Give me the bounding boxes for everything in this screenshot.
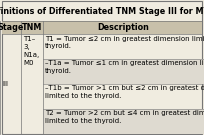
Text: III: III: [2, 81, 8, 87]
Text: –T1a = Tumor ≤1 cm in greatest dimension limited to th
thyroid.: –T1a = Tumor ≤1 cm in greatest dimension…: [45, 60, 204, 74]
Text: TNM: TNM: [22, 23, 42, 32]
Bar: [43, 109, 204, 134]
Text: T1–
3,
N1a,
M0: T1– 3, N1a, M0: [23, 36, 39, 66]
Text: T1 = Tumor ≤2 cm in greatest dimension limited to the
thyroid.: T1 = Tumor ≤2 cm in greatest dimension l…: [45, 36, 204, 49]
Bar: [2, 21, 202, 34]
Text: –T1b = Tumor >1 cm but ≤2 cm in greatest dimension
limited to the thyroid.: –T1b = Tumor >1 cm but ≤2 cm in greatest…: [45, 85, 204, 99]
Text: Stage: Stage: [0, 23, 24, 32]
Text: Definitions of Differentiated TNM Stage III for MTCᵃ: Definitions of Differentiated TNM Stage …: [0, 7, 204, 16]
Bar: [43, 59, 204, 84]
Text: Description: Description: [98, 23, 149, 32]
Text: T2 = Tumor >2 cm but ≤4 cm in greatest dimension
limited to the thyroid.: T2 = Tumor >2 cm but ≤4 cm in greatest d…: [45, 110, 204, 124]
